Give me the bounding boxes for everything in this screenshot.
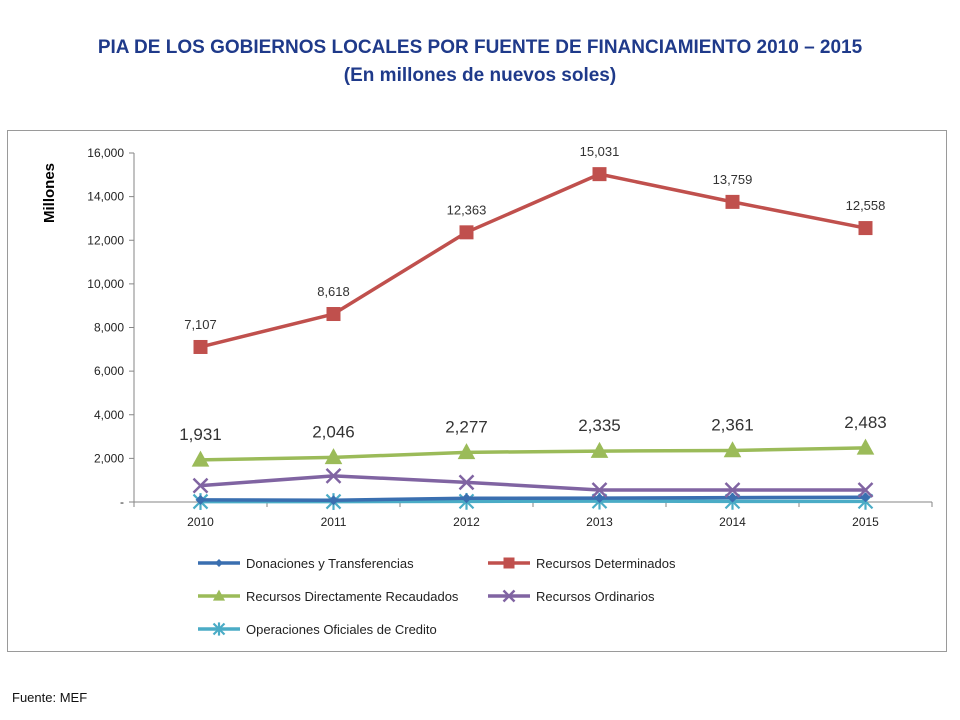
data-label-recursos-determinados: 13,759 [713, 172, 753, 187]
data-label-recursos-determinados: 12,558 [846, 198, 886, 213]
data-point-recursos-determinados [725, 194, 740, 209]
data-label-recursos-directamente-recaudados: 2,335 [578, 416, 621, 435]
x-tick-label: 2013 [586, 515, 613, 529]
data-point-recursos-directamente-recaudados [856, 438, 875, 455]
data-point-recursos-ordinarios [724, 482, 741, 498]
data-point-recursos-determinados [193, 339, 208, 354]
data-point-recursos-ordinarios [192, 477, 209, 494]
y-tick-label: 12,000 [87, 233, 124, 247]
legend-label: Recursos Determinados [536, 556, 676, 571]
legend-label: Donaciones y Transferencias [246, 556, 414, 571]
data-label-recursos-directamente-recaudados: 2,361 [711, 416, 754, 435]
data-point-donaciones-y-transferencias [195, 494, 206, 505]
legend-item-recursos-directamente-recaudados: Recursos Directamente Recaudados [198, 589, 459, 604]
x-tick-label: 2014 [719, 515, 746, 529]
data-point-recursos-directamente-recaudados [723, 441, 742, 458]
legend-item-donaciones-y-transferencias: Donaciones y Transferencias [198, 556, 414, 571]
chart-subtitle: (En millones de nuevos soles) [343, 65, 617, 86]
data-point-recursos-ordinarios-stroke [857, 482, 874, 498]
data-point-recursos-ordinarios-stroke [325, 467, 342, 484]
y-tick-label: 10,000 [87, 277, 124, 291]
y-tick-label: 4,000 [94, 408, 124, 422]
data-label-recursos-directamente-recaudados: 2,046 [312, 422, 355, 441]
y-tick-label: - [120, 495, 124, 509]
x-tick-label: 2011 [321, 515, 347, 529]
data-point-recursos-determinados [459, 225, 474, 240]
source-note: Fuente: MEF [12, 690, 88, 705]
data-point-recursos-ordinarios-stroke [458, 474, 475, 491]
series-recursos-directamente-recaudados: 1,931 2,046 2,277 2,335 2,361 2,483 [179, 413, 887, 467]
legend-item-recursos-ordinarios: Recursos Ordinarios [488, 589, 655, 604]
y-tick-label: 16,000 [87, 146, 124, 160]
chart-frame: - 2,000 4,000 6,000 8,000 10,000 12,000 14,000 1… [7, 130, 947, 652]
data-point-recursos-ordinarios-stroke [192, 477, 209, 494]
data-label-recursos-directamente-recaudados: 2,483 [844, 413, 887, 432]
data-point-recursos-directamente-recaudados [590, 441, 609, 458]
legend-swatch-marker [215, 559, 223, 567]
y-tick-label: 14,000 [87, 190, 124, 204]
legend-label: Operaciones Oficiales de Credito [246, 622, 437, 637]
y-axis-title: Millones [41, 163, 58, 223]
data-label-recursos-determinados: 15,031 [580, 144, 620, 159]
y-tick-label: 8,000 [94, 321, 124, 335]
data-point-recursos-determinados [326, 307, 341, 322]
series-recursos-determinados: 7,107 8,618 12,363 15,031 13,759 12,558 [184, 144, 885, 354]
x-tick-label: 2012 [453, 515, 480, 529]
data-point-recursos-directamente-recaudados [324, 448, 343, 465]
y-tick-label: 2,000 [94, 451, 124, 465]
legend-swatch-marker-stroke [502, 589, 516, 603]
legend-item-operaciones-oficiales-de-credito: Operaciones Oficiales de Credito [198, 622, 437, 637]
data-label-recursos-directamente-recaudados: 1,931 [179, 425, 222, 444]
data-point-donaciones-y-transferencias [727, 492, 738, 503]
data-point-recursos-ordinarios [325, 467, 342, 484]
series-recursos-ordinarios [192, 467, 874, 498]
series-line-recursos-ordinarios [200, 474, 866, 492]
data-point-recursos-ordinarios [591, 482, 608, 498]
data-point-donaciones-y-transferencias [860, 492, 871, 503]
series-line-donaciones-y-transferencias [200, 495, 866, 503]
data-point-recursos-ordinarios [458, 474, 475, 491]
data-point-recursos-ordinarios [857, 482, 874, 498]
data-point-recursos-directamente-recaudados [457, 443, 476, 460]
line-chart: - 2,000 4,000 6,000 8,000 10,000 12,000 14,000 1… [41, 144, 933, 637]
data-point-donaciones-y-transferencias [461, 493, 472, 504]
data-label-recursos-determinados: 8,618 [317, 284, 350, 299]
data-point-recursos-ordinarios-stroke [591, 482, 608, 498]
data-point-donaciones-y-transferencias [328, 495, 339, 506]
legend-swatch-marker [503, 557, 515, 569]
data-point-recursos-ordinarios-stroke [724, 482, 741, 498]
data-label-recursos-determinados: 7,107 [184, 317, 217, 332]
data-point-recursos-determinados [858, 221, 873, 236]
data-point-recursos-determinados [592, 167, 607, 182]
data-label-recursos-determinados: 12,363 [447, 202, 487, 217]
y-tick-label: 6,000 [94, 364, 124, 378]
legend-label: Recursos Directamente Recaudados [246, 589, 459, 604]
data-label-recursos-directamente-recaudados: 2,277 [445, 417, 488, 436]
x-tick-label: 2010 [187, 515, 214, 529]
series-line-recursos-directamente-recaudados [200, 446, 866, 462]
series-line-recursos-determinados [200, 172, 866, 349]
chart-title: PIA DE LOS GOBIERNOS LOCALES POR FUENTE … [0, 34, 960, 90]
legend-swatch-marker [212, 622, 226, 636]
data-point-recursos-directamente-recaudados [191, 450, 210, 467]
x-tick-label: 2015 [852, 515, 879, 529]
legend-swatch-marker [502, 589, 516, 603]
legend: Donaciones y Transferencias Recursos Dete… [198, 556, 676, 637]
legend-item-recursos-determinados: Recursos Determinados [488, 556, 676, 571]
data-point-donaciones-y-transferencias [594, 493, 605, 504]
series-donaciones-y-transferencias [195, 492, 871, 506]
chart-title-line1: PIA DE LOS GOBIERNOS LOCALES POR FUENTE … [97, 37, 863, 58]
legend-swatch-marker [212, 589, 226, 601]
legend-label: Recursos Ordinarios [536, 589, 655, 604]
